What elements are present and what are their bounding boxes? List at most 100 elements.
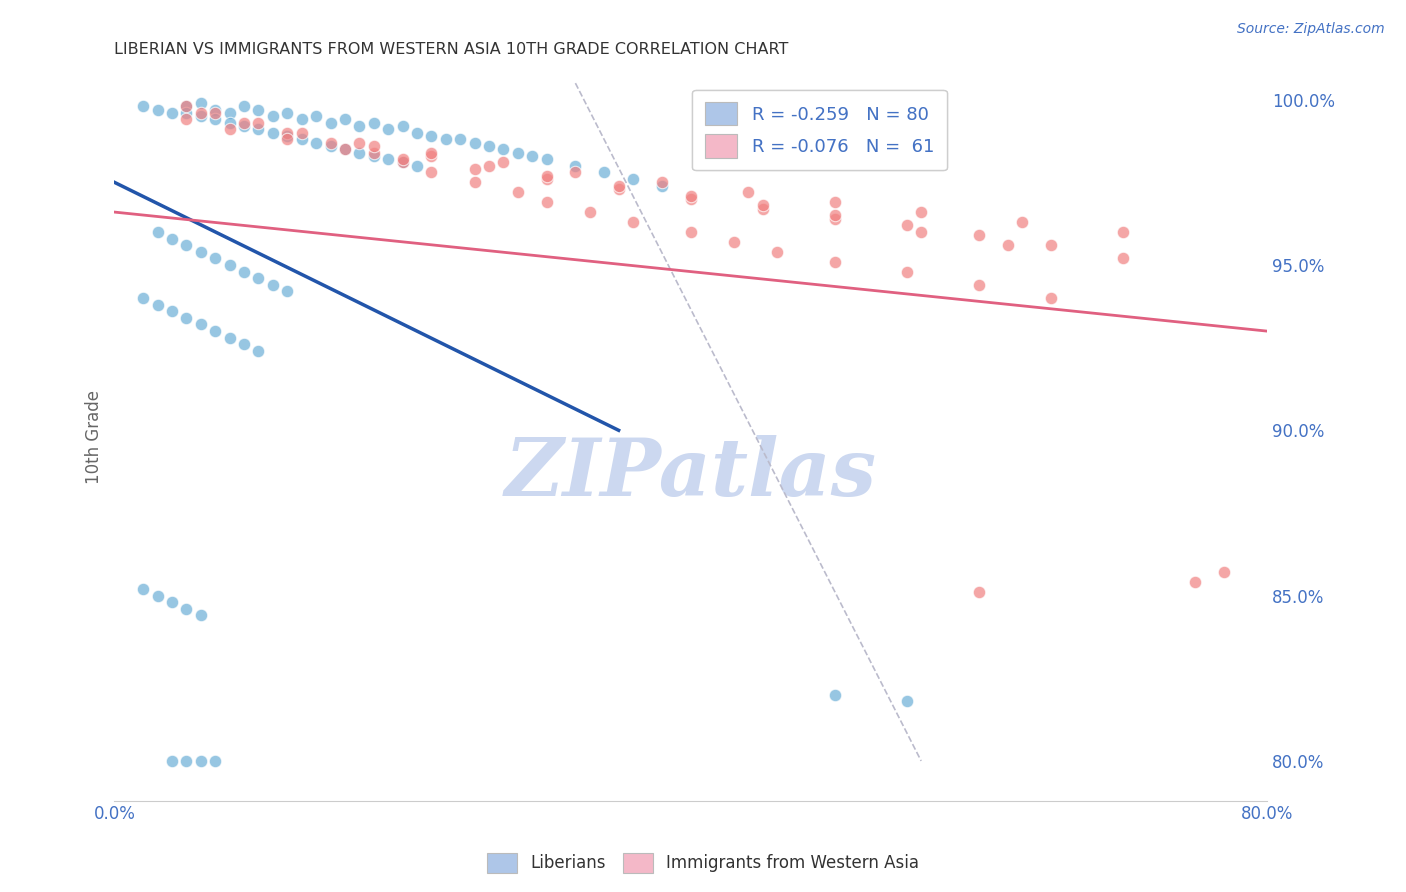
Point: [536, 152, 558, 166]
Point: [190, 754, 212, 768]
Point: [146, 225, 169, 239]
Point: [464, 175, 486, 189]
Point: [478, 159, 501, 173]
Point: [593, 165, 616, 179]
Text: ZIPatlas: ZIPatlas: [505, 434, 877, 512]
Point: [522, 149, 544, 163]
Point: [333, 142, 356, 156]
Point: [564, 165, 586, 179]
Point: [607, 182, 630, 196]
Point: [363, 145, 385, 160]
Point: [333, 142, 356, 156]
Point: [233, 99, 256, 113]
Point: [276, 128, 298, 143]
Point: [679, 225, 702, 239]
Point: [824, 195, 846, 210]
Point: [233, 337, 256, 351]
Point: [190, 106, 212, 120]
Point: [406, 126, 429, 140]
Point: [420, 145, 443, 160]
Point: [291, 126, 314, 140]
Point: [218, 116, 240, 130]
Point: [160, 304, 183, 318]
Point: [204, 252, 226, 266]
Point: [420, 165, 443, 179]
Point: [204, 103, 226, 117]
Point: [621, 215, 644, 229]
Point: [536, 172, 558, 186]
Point: [406, 159, 429, 173]
Point: [651, 178, 673, 193]
Point: [190, 95, 212, 110]
Point: [377, 122, 399, 136]
Point: [492, 155, 515, 169]
Point: [247, 116, 270, 130]
Point: [478, 139, 501, 153]
Point: [132, 582, 155, 596]
Text: Source: ZipAtlas.com: Source: ZipAtlas.com: [1237, 22, 1385, 37]
Point: [824, 254, 846, 268]
Point: [146, 298, 169, 312]
Point: [218, 258, 240, 272]
Point: [204, 754, 226, 768]
Point: [146, 103, 169, 117]
Point: [190, 109, 212, 123]
Point: [233, 264, 256, 278]
Point: [176, 602, 198, 616]
Point: [247, 122, 270, 136]
Point: [896, 694, 918, 708]
Point: [967, 228, 990, 243]
Point: [305, 136, 328, 150]
Point: [262, 126, 284, 140]
Point: [420, 149, 443, 163]
Point: [967, 585, 990, 599]
Point: [176, 106, 198, 120]
Legend: Liberians, Immigrants from Western Asia: Liberians, Immigrants from Western Asia: [481, 847, 925, 880]
Point: [319, 136, 342, 150]
Point: [176, 112, 198, 127]
Point: [247, 103, 270, 117]
Point: [607, 178, 630, 193]
Point: [1184, 575, 1206, 590]
Point: [363, 149, 385, 163]
Point: [132, 99, 155, 113]
Point: [276, 132, 298, 146]
Point: [896, 264, 918, 278]
Point: [190, 608, 212, 623]
Point: [160, 231, 183, 245]
Point: [190, 244, 212, 259]
Point: [291, 132, 314, 146]
Point: [160, 106, 183, 120]
Point: [578, 205, 600, 219]
Point: [766, 244, 789, 259]
Point: [723, 235, 745, 249]
Point: [349, 145, 371, 160]
Point: [233, 119, 256, 133]
Point: [621, 172, 644, 186]
Point: [391, 155, 413, 169]
Point: [1112, 252, 1135, 266]
Point: [464, 136, 486, 150]
Point: [997, 238, 1019, 252]
Point: [536, 169, 558, 183]
Point: [536, 195, 558, 210]
Point: [1011, 215, 1033, 229]
Point: [276, 106, 298, 120]
Point: [176, 99, 198, 113]
Point: [176, 238, 198, 252]
Point: [824, 211, 846, 226]
Point: [1039, 238, 1062, 252]
Point: [233, 116, 256, 130]
Point: [363, 116, 385, 130]
Point: [679, 188, 702, 202]
Point: [349, 119, 371, 133]
Point: [291, 112, 314, 127]
Point: [333, 112, 356, 127]
Point: [391, 155, 413, 169]
Point: [910, 205, 932, 219]
Point: [824, 208, 846, 222]
Point: [737, 186, 759, 200]
Point: [262, 109, 284, 123]
Point: [218, 122, 240, 136]
Point: [319, 139, 342, 153]
